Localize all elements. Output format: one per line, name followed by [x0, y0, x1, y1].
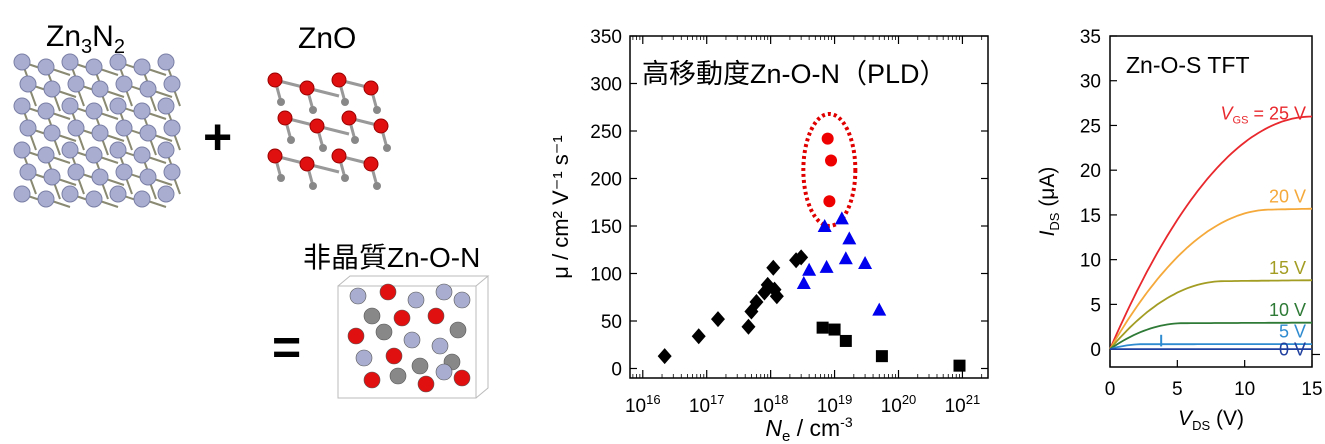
- data-point-triangle: [817, 219, 832, 232]
- data-point-triangle: [819, 259, 834, 273]
- zn3n2-crystal-image: [13, 53, 181, 208]
- zno-label: ZnO: [298, 22, 357, 55]
- highlight-ellipse: [801, 111, 858, 228]
- y-tick-label: 50: [601, 312, 622, 333]
- plus-sign: +: [203, 109, 233, 165]
- plot-frame: [1109, 35, 1313, 368]
- data-point-square: [839, 334, 852, 347]
- y-tick-label: 200: [590, 170, 622, 191]
- equals-sign: =: [272, 319, 302, 375]
- data-point-circle: [825, 154, 838, 167]
- x-tick-label: 10: [1234, 379, 1255, 400]
- data-point-triangle: [838, 251, 853, 265]
- series-label: 15 V: [1269, 258, 1306, 278]
- x-tick-label: 1020: [881, 392, 917, 417]
- chart-title: 高移動度Zn-O-N（PLD）: [642, 59, 947, 89]
- data-point-triangle: [834, 211, 849, 225]
- y-tick-label: 5: [1090, 295, 1101, 316]
- zn3n2-label: Zn3N2: [46, 20, 125, 58]
- mobility-chart: 0 50 100 150 200 250 300 350 1016 1017 1018 1019 102…: [548, 27, 989, 444]
- x-tick-label: 1017: [689, 392, 725, 417]
- data-point-triangle: [802, 262, 817, 276]
- data-point-circle: [823, 195, 836, 208]
- data-point-triangle: [858, 256, 873, 270]
- y-tick-label: 25: [1080, 116, 1101, 137]
- data-point-triangle: [796, 276, 811, 289]
- data-point-circle: [821, 132, 834, 145]
- y-tick-label: 0: [1090, 340, 1101, 361]
- y-tick-label: 250: [590, 122, 622, 143]
- data-point-diamond: [710, 311, 725, 328]
- data-point-triangle: [842, 231, 857, 245]
- series-label: 5 V: [1279, 322, 1306, 342]
- amorphous-label: 非晶質Zn-O-N: [303, 242, 481, 273]
- data-point-square: [828, 323, 841, 336]
- x-tick-label: 0: [1105, 379, 1116, 400]
- iv-curve: [1109, 343, 1312, 350]
- iv-curve: [1109, 279, 1313, 350]
- data-point-diamond: [691, 328, 706, 345]
- x-tick-label: 1018: [753, 392, 789, 417]
- y-tick-label: 20: [1080, 161, 1101, 182]
- y-tick-label: 30: [1080, 72, 1101, 93]
- y-tick-label: 300: [590, 75, 622, 96]
- data-point-diamond: [657, 348, 672, 365]
- x-tick-label: 1019: [817, 392, 853, 417]
- tft-iv-chart: 0 5 10 15 20 25 30 35 0 5 10 15 VGS = 25 V 20 V 15 V 10…: [1036, 27, 1323, 433]
- x-axis-label: VDS (V): [1178, 407, 1244, 433]
- y-axis-label: μ / cm² V⁻¹ s⁻¹: [548, 135, 573, 278]
- data-point-square: [953, 359, 966, 372]
- series-label: 0 V: [1279, 340, 1306, 360]
- y-tick-label: 0: [611, 360, 622, 381]
- data-point-square: [816, 321, 829, 334]
- data-point-diamond: [769, 288, 784, 305]
- series-label-vgs: VGS = 25 V: [1221, 103, 1306, 126]
- structure-illustrations: [13, 53, 490, 399]
- x-tick-label: 1016: [625, 392, 661, 417]
- data-point-square: [875, 350, 888, 363]
- data-point-diamond: [794, 249, 809, 266]
- y-tick-label: 15: [1080, 206, 1101, 227]
- data-point-triangle: [872, 302, 887, 316]
- zno-crystal-image: [267, 72, 391, 190]
- zn3n2-sub-2: 2: [113, 36, 125, 58]
- x-axis-label: Ne / cm-3: [765, 414, 852, 444]
- y-tick-label: 100: [590, 265, 622, 286]
- iv-curve: [1109, 115, 1313, 350]
- x-tick-label: 5: [1172, 379, 1183, 400]
- y-tick-label: 10: [1080, 251, 1101, 272]
- data-point-diamond: [749, 294, 764, 310]
- iv-curve: [1109, 321, 1312, 350]
- x-tick-label: 1021: [945, 392, 981, 417]
- x-tick-label: 15: [1301, 379, 1322, 400]
- iv-curve: [1109, 207, 1313, 350]
- data-point-diamond: [767, 281, 782, 298]
- zn3n2-sub-3: 3: [81, 36, 93, 58]
- y-tick-label: 350: [590, 27, 622, 48]
- y-tick-label: 35: [1080, 27, 1101, 48]
- series-label: 20 V: [1269, 187, 1306, 207]
- series-label: 10 V: [1269, 300, 1306, 320]
- chart-title: Zn-O-S TFT: [1126, 52, 1250, 78]
- data-point-diamond: [741, 318, 756, 335]
- y-axis-label: IDS (μA): [1036, 167, 1062, 237]
- y-tick-label: 150: [590, 217, 622, 238]
- data-point-diamond: [766, 259, 781, 276]
- amorphous-box-image: [337, 275, 490, 399]
